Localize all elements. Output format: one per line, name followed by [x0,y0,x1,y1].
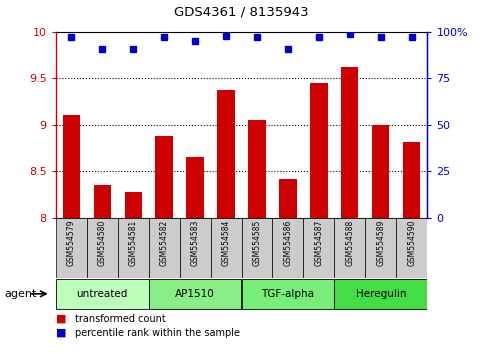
Bar [311,83,327,218]
Bar [403,142,421,218]
Text: GDS4361 / 8135943: GDS4361 / 8135943 [174,6,309,19]
Bar [211,218,242,278]
Text: GSM554589: GSM554589 [376,219,385,266]
Bar [334,218,366,278]
Text: GSM554587: GSM554587 [314,219,324,266]
Text: transformed count: transformed count [75,314,166,324]
Bar [86,218,117,278]
Bar [117,218,149,278]
Text: GSM554579: GSM554579 [67,219,75,266]
Text: GSM554586: GSM554586 [284,219,293,266]
Text: GSM554583: GSM554583 [190,219,199,266]
Bar [372,125,389,218]
Text: untreated: untreated [76,289,128,299]
Bar [186,157,203,218]
Bar [272,218,303,278]
Bar [56,279,149,309]
Text: TGF-alpha: TGF-alpha [261,289,314,299]
Bar [397,218,427,278]
Text: GSM554584: GSM554584 [222,219,230,266]
Bar [248,120,266,218]
Bar [149,218,180,278]
Text: GSM554590: GSM554590 [408,219,416,266]
Text: ■: ■ [56,328,66,338]
Bar [156,136,172,218]
Text: GSM554581: GSM554581 [128,219,138,266]
Text: percentile rank within the sample: percentile rank within the sample [75,328,240,338]
Bar [280,179,297,218]
Text: GSM554582: GSM554582 [159,219,169,266]
Bar [242,218,272,278]
Bar [94,185,111,218]
Text: GSM554580: GSM554580 [98,219,107,266]
Bar [180,218,211,278]
Bar [125,192,142,218]
Text: GSM554588: GSM554588 [345,219,355,266]
Bar [56,218,86,278]
Bar [242,279,334,309]
Bar [341,67,358,218]
Text: AP1510: AP1510 [175,289,215,299]
Bar [366,218,397,278]
Text: ■: ■ [56,314,66,324]
Bar [62,115,80,218]
Text: agent: agent [5,289,37,299]
Bar [334,279,427,309]
Text: GSM554585: GSM554585 [253,219,261,266]
Bar [303,218,334,278]
Text: Heregulin: Heregulin [355,289,406,299]
Bar [217,90,235,218]
Bar [149,279,242,309]
